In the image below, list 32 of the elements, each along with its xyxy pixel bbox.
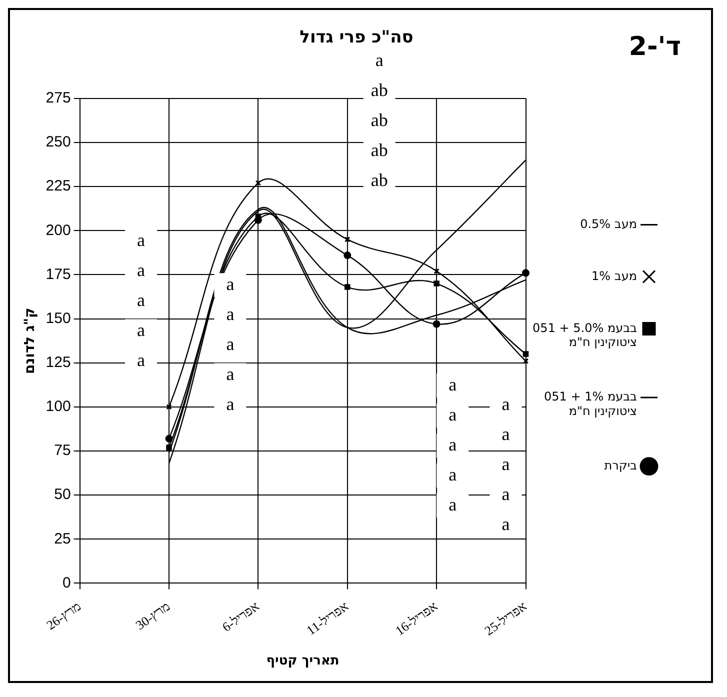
chart-title: סה"כ פרי גדול (300, 28, 414, 48)
x-tick-label: 16-אפריל (392, 598, 440, 638)
legend-label: בבעמ 5.0% + 051 ציטוקינין ח"מ (532, 320, 638, 350)
y-tick-label: 275 (46, 90, 71, 107)
y-tick-label: 250 (46, 134, 71, 151)
y-tick-label: 150 (46, 310, 71, 327)
y-axis-title: ק"ג לדונם (22, 308, 38, 374)
y-tick-label: 225 (46, 178, 71, 195)
y-tick-label: 0 (62, 574, 71, 592)
y-tick-label: 125 (46, 354, 71, 371)
legend-label: ביקרת (604, 458, 638, 472)
legend-label: מעב 1% (592, 268, 637, 283)
annotation: a a a a a (502, 394, 510, 534)
legend-label: בבעמ 1% + 051 ציטוקינין ח"מ (544, 390, 638, 418)
annotation: a a a a a (137, 230, 146, 370)
annotation: a a a a a (448, 374, 457, 514)
legend-label: מעב 0.5% (580, 216, 637, 231)
annotation: a ab ab ab ab (370, 50, 388, 190)
y-tick-label: 50 (54, 486, 71, 504)
y-tick-label: 175 (46, 266, 71, 283)
y-tick-label: 100 (46, 398, 71, 416)
x-tick-label: 11-אפריל (304, 598, 352, 638)
x-tick-label: 25-אפריל (482, 598, 530, 638)
y-tick-label: 75 (54, 442, 71, 460)
annotation: a a a a a (226, 274, 234, 414)
y-tick-label: 25 (54, 530, 71, 548)
y-tick-label: 200 (46, 222, 71, 239)
x-tick-label: 30-מרץ (132, 598, 173, 633)
x-axis-title: תאריך קטיף (266, 654, 340, 669)
x-tick-label: 26-מרץ (44, 598, 84, 633)
text: ד'-2 (628, 32, 681, 62)
x-tick-label: 6-אפריל (219, 598, 262, 635)
